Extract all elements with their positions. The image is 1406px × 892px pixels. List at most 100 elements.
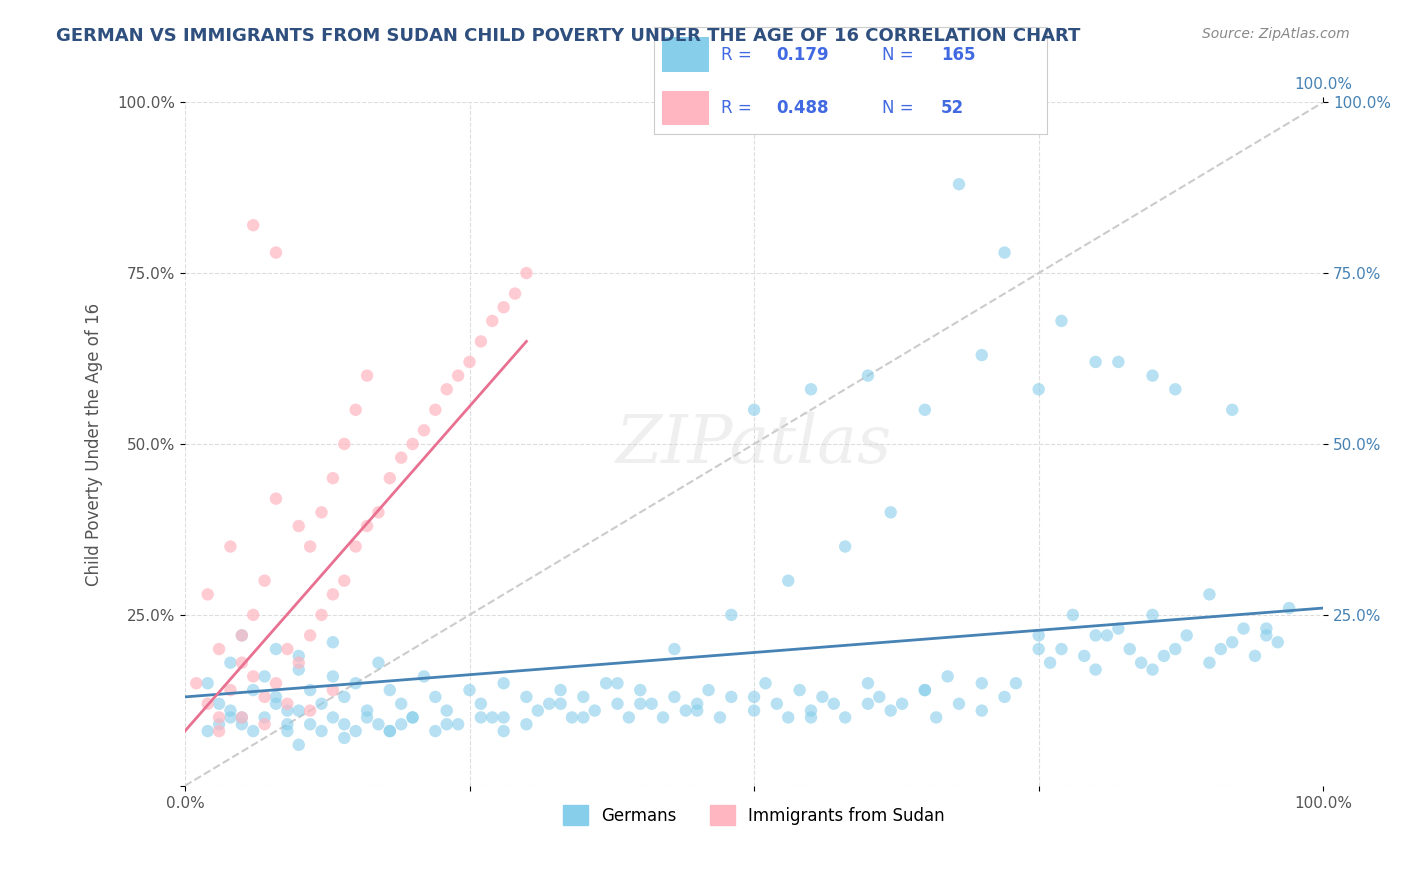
Point: [276, 642, 298, 657]
Text: ZIPatlas: ZIPatlas: [616, 411, 893, 476]
Point: [481, 314, 503, 328]
Point: [948, 697, 970, 711]
Point: [253, 669, 276, 683]
Point: [617, 710, 640, 724]
Point: [664, 642, 686, 657]
Point: [322, 635, 344, 649]
Point: [1142, 663, 1164, 677]
Point: [389, 450, 412, 465]
Point: [311, 724, 333, 739]
Point: [1278, 601, 1301, 615]
Point: [789, 683, 811, 698]
Point: [515, 690, 537, 704]
Point: [242, 683, 264, 698]
Point: [219, 710, 242, 724]
Point: [492, 710, 515, 724]
Point: [742, 402, 765, 417]
Point: [572, 710, 595, 724]
Point: [447, 368, 470, 383]
Point: [470, 697, 492, 711]
Text: GERMAN VS IMMIGRANTS FROM SUDAN CHILD POVERTY UNDER THE AGE OF 16 CORRELATION CH: GERMAN VS IMMIGRANTS FROM SUDAN CHILD PO…: [56, 27, 1081, 45]
Point: [856, 676, 879, 690]
Text: 0.179: 0.179: [776, 45, 828, 63]
Point: [401, 710, 423, 724]
Point: [242, 218, 264, 232]
Point: [834, 710, 856, 724]
Point: [231, 710, 253, 724]
Point: [299, 628, 322, 642]
Point: [856, 697, 879, 711]
Point: [253, 574, 276, 588]
Point: [1256, 628, 1278, 642]
Point: [311, 505, 333, 519]
Point: [378, 471, 401, 485]
Point: [914, 402, 936, 417]
Point: [401, 710, 423, 724]
Point: [458, 683, 481, 698]
Point: [425, 402, 447, 417]
Point: [914, 683, 936, 698]
Point: [856, 368, 879, 383]
Point: [1175, 628, 1198, 642]
Point: [299, 540, 322, 554]
Point: [925, 710, 948, 724]
Point: [253, 690, 276, 704]
Y-axis label: Child Poverty Under the Age of 16: Child Poverty Under the Age of 16: [86, 302, 103, 585]
Point: [389, 697, 412, 711]
Point: [1028, 642, 1050, 657]
Point: [503, 286, 526, 301]
Point: [333, 690, 356, 704]
Point: [367, 656, 389, 670]
Point: [208, 710, 231, 724]
Point: [993, 690, 1015, 704]
Point: [823, 697, 845, 711]
Point: [344, 540, 367, 554]
Point: [1050, 642, 1073, 657]
Point: [640, 697, 662, 711]
Point: [231, 717, 253, 731]
Point: [242, 607, 264, 622]
Point: [299, 683, 322, 698]
Point: [800, 710, 823, 724]
Point: [287, 519, 309, 533]
Point: [948, 177, 970, 191]
Point: [322, 710, 344, 724]
Point: [993, 245, 1015, 260]
Point: [299, 704, 322, 718]
Point: [322, 471, 344, 485]
Text: R =: R =: [721, 99, 756, 117]
Point: [333, 437, 356, 451]
Point: [778, 574, 800, 588]
Point: [515, 266, 537, 280]
Point: [264, 697, 287, 711]
Point: [720, 690, 742, 704]
Point: [1244, 648, 1267, 663]
Point: [1084, 628, 1107, 642]
Point: [264, 690, 287, 704]
Point: [264, 491, 287, 506]
Point: [583, 704, 606, 718]
Point: [754, 676, 776, 690]
Point: [425, 724, 447, 739]
Point: [1256, 622, 1278, 636]
Point: [572, 690, 595, 704]
Point: [1153, 648, 1175, 663]
Text: R =: R =: [721, 45, 756, 63]
Point: [1062, 607, 1084, 622]
Point: [253, 717, 276, 731]
Point: [287, 656, 309, 670]
Point: [879, 505, 901, 519]
Point: [378, 724, 401, 739]
Point: [322, 683, 344, 698]
Point: [208, 697, 231, 711]
Point: [197, 724, 219, 739]
Point: [436, 704, 458, 718]
Point: [550, 697, 572, 711]
Point: [208, 724, 231, 739]
Point: [778, 710, 800, 724]
Point: [276, 717, 298, 731]
Point: [561, 710, 583, 724]
Point: [1198, 587, 1220, 601]
Point: [1107, 355, 1129, 369]
Point: [219, 656, 242, 670]
